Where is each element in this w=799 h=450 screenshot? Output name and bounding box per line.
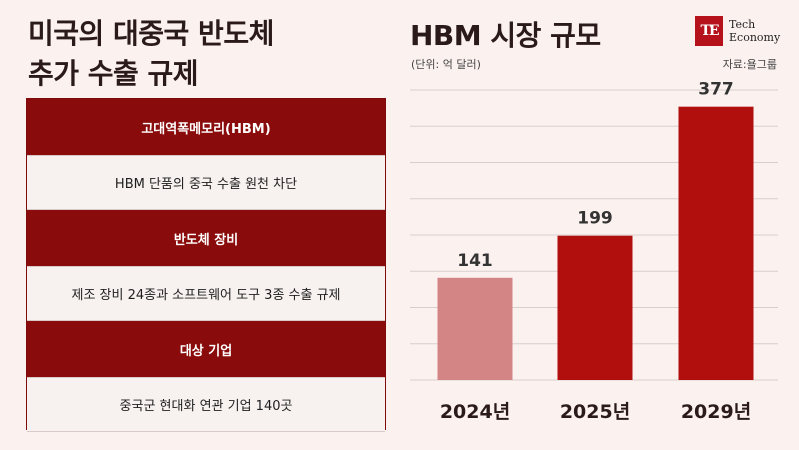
logo-wordmark: Tech Economy: [729, 18, 780, 44]
left-title-line2: 추가 수출 규제: [28, 57, 199, 90]
logo-line1: Tech: [729, 18, 756, 31]
left-panel-title: 미국의 대중국 반도체 추가 수출 규제: [28, 14, 274, 94]
chart-unit: (단위: 억 달러): [411, 58, 481, 71]
bar-value-label: 377: [698, 80, 734, 100]
table-row-hbm: HBM 단품의 중국 수출 원천 차단: [27, 155, 385, 210]
category-label: 2024년: [440, 401, 510, 423]
table-header-companies: 대상 기업: [27, 321, 385, 377]
left-title-line1: 미국의 대중국 반도체: [28, 17, 274, 50]
chart-source: 자료:욜그룹: [722, 58, 777, 71]
table-row-equipment: 제조 장비 24종과 소프트웨어 도구 3종 수출 규제: [27, 266, 385, 321]
logo-mark: TE: [695, 16, 723, 46]
bar-value-label: 141: [457, 251, 493, 271]
bar-1: [557, 235, 633, 380]
table-header-hbm: 고대역폭메모리(HBM): [27, 99, 385, 155]
bar-0: [437, 277, 513, 380]
bar-2: [678, 106, 754, 381]
logo-line2: Economy: [729, 31, 781, 44]
bar-value-label: 199: [577, 209, 613, 229]
chart-title: HBM 시장 규모: [410, 19, 601, 52]
table-header-equipment: 반도체 장비: [27, 210, 385, 266]
category-label: 2025년: [560, 401, 630, 423]
category-label: 2029년: [681, 401, 751, 423]
tech-economy-logo: TE Tech Economy: [695, 16, 780, 46]
table-row-companies: 중국군 현대화 연관 기업 140곳: [27, 377, 385, 432]
regulation-table: 고대역폭메모리(HBM) HBM 단품의 중국 수출 원천 차단 반도체 장비 …: [26, 98, 386, 432]
